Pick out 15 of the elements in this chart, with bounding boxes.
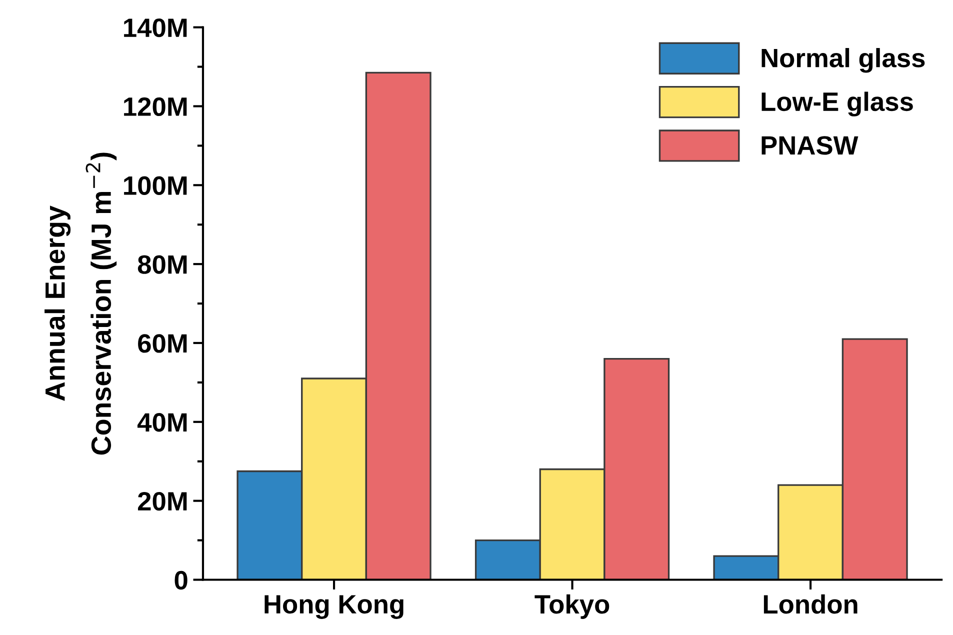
y-tick-label: 40M (137, 413, 187, 432)
y-tick-label: 140M (124, 18, 187, 38)
legend-label: Low-E glass (762, 92, 913, 116)
x-tick-label: London (764, 594, 858, 614)
y-tick-label: 20M (138, 492, 187, 511)
x-tick-label: Tokyo (534, 594, 610, 619)
y-axis-title: Annual Energy Conservation (MJ m$^{−2}$) (44, 152, 117, 455)
y-tick-label: 80M (138, 255, 187, 274)
y-tick-label: 100M (124, 176, 187, 195)
y-tick-label: 60M (138, 334, 187, 353)
legend-label: PNASW (762, 136, 858, 155)
x-tick-label: Hong Kong (264, 595, 404, 619)
legend-label: Normal glass (762, 48, 925, 73)
y-tick-label: 0 (174, 570, 188, 590)
y-tick-label: 120M (124, 97, 187, 116)
